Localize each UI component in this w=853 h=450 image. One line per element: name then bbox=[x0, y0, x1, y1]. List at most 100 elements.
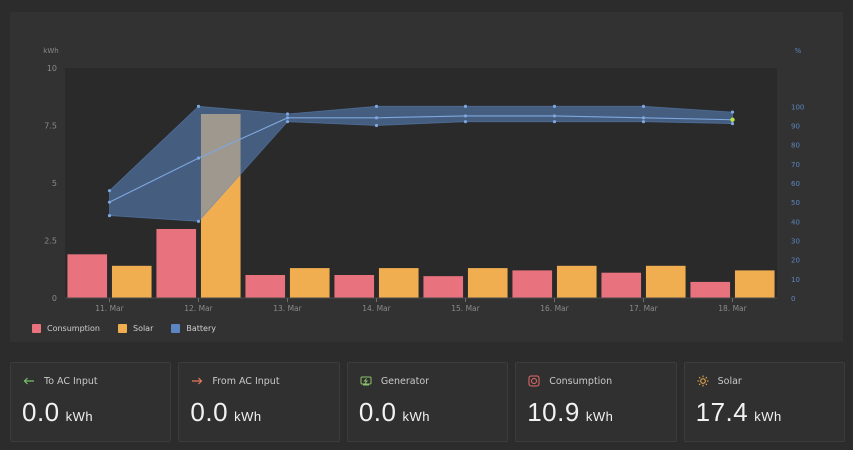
card-header: To AC Input bbox=[22, 375, 98, 387]
y-tick-label-right: 20 bbox=[791, 257, 800, 265]
card-unit: kWh bbox=[402, 409, 430, 424]
y-tick-label-right: 100 bbox=[791, 103, 804, 111]
battery-point-min bbox=[374, 123, 379, 128]
battery-average-line bbox=[109, 115, 733, 203]
x-tick-label: 13. Mar bbox=[273, 304, 302, 313]
battery-point-min bbox=[552, 120, 557, 124]
card-header: Generator bbox=[359, 375, 429, 387]
y-tick-label-left: 7.5 bbox=[44, 122, 57, 131]
y-tick-label-right: 70 bbox=[791, 161, 800, 169]
battery-point-min bbox=[196, 219, 201, 223]
bar-consumption-6 bbox=[601, 272, 642, 298]
card-value: 17.4 kWh bbox=[695, 397, 782, 427]
battery-point-avg bbox=[552, 114, 557, 118]
card-unit: kWh bbox=[585, 409, 614, 424]
x-tick-label: 14. Mar bbox=[362, 304, 391, 313]
legend-label-battery: Battery bbox=[186, 324, 216, 333]
chart-legend: Consumption Solar Battery bbox=[32, 324, 216, 333]
card-label: Generator bbox=[380, 375, 430, 387]
battery-point-avg bbox=[463, 114, 468, 118]
battery-point-max bbox=[107, 189, 112, 193]
legend-swatch-battery bbox=[171, 324, 181, 333]
y-axis-label-right: % bbox=[795, 47, 802, 55]
card-from-ac-input[interactable]: From AC Input 0.0 kWh bbox=[178, 362, 340, 442]
battery-point-max bbox=[463, 104, 468, 108]
bar-consumption-0 bbox=[67, 254, 108, 298]
card-value: 0.0 kWh bbox=[190, 397, 262, 427]
battery-point-max bbox=[641, 104, 646, 108]
card-label: From AC Input bbox=[212, 375, 280, 387]
battery-point-max bbox=[196, 104, 201, 108]
battery-point-max bbox=[285, 112, 290, 116]
card-to-ac-input[interactable]: To AC Input 0.0 kWh bbox=[10, 362, 172, 442]
bar-solar-6 bbox=[645, 265, 686, 298]
y-tick-label-left: 0 bbox=[52, 294, 57, 303]
card-header: Consumption bbox=[527, 375, 612, 387]
battery-current-point bbox=[730, 117, 735, 122]
x-tick-label: 16. Mar bbox=[540, 304, 569, 313]
battery-point-min bbox=[285, 120, 290, 124]
bar-consumption-5 bbox=[512, 270, 553, 298]
battery-point-avg bbox=[285, 116, 290, 120]
y-tick-label-right: 40 bbox=[791, 218, 800, 226]
card-unit: kWh bbox=[754, 409, 782, 424]
generator-icon bbox=[359, 375, 373, 387]
y-tick-label-left: 10 bbox=[47, 64, 57, 73]
bar-solar-5 bbox=[556, 265, 597, 298]
x-tick-label: 17. Mar bbox=[629, 304, 658, 313]
bar-consumption-2 bbox=[245, 275, 286, 298]
battery-point-avg bbox=[641, 116, 646, 120]
battery-point-avg bbox=[107, 200, 112, 204]
bar-solar-4 bbox=[467, 268, 508, 298]
bar-consumption-4 bbox=[423, 276, 464, 298]
battery-point-max bbox=[730, 110, 735, 114]
arrow-right-icon bbox=[190, 375, 204, 387]
card-header: Solar bbox=[696, 375, 742, 387]
chart-panel: kWh 0 2.5 5 7.5 10% 0 10 20 30 40 50 60 70 80 90 100 11. … bbox=[10, 12, 843, 342]
legend-item-solar[interactable]: Solar bbox=[117, 324, 154, 333]
bar-solar-3 bbox=[378, 268, 419, 298]
legend-swatch-consumption bbox=[32, 324, 41, 333]
y-tick-label-left: 2.5 bbox=[44, 237, 57, 246]
y-tick-label-right: 90 bbox=[791, 123, 800, 131]
energy-chart: kWh 0 2.5 5 7.5 10% 0 10 20 30 40 50 60 70 80 90 100 11. … bbox=[43, 47, 804, 313]
y-tick-label-right: 10 bbox=[791, 276, 800, 284]
x-tick-label: 18. Mar bbox=[718, 304, 747, 313]
card-value: 0.0 kWh bbox=[22, 397, 94, 427]
y-axis-label-left: kWh bbox=[43, 47, 58, 55]
legend-label-solar: Solar bbox=[132, 324, 154, 333]
arrow-left-icon bbox=[22, 375, 36, 387]
y-tick-label-left: 5 bbox=[52, 179, 57, 188]
y-tick-label-right: 30 bbox=[791, 238, 800, 246]
card-label: To AC Input bbox=[44, 375, 98, 387]
legend-label-consumption: Consumption bbox=[47, 324, 100, 333]
battery-point-max bbox=[552, 104, 557, 108]
sun-icon bbox=[696, 375, 710, 387]
summary-cards: To AC Input 0.0 kWh From AC Input 0.0 kWh … bbox=[10, 362, 846, 442]
y-tick-label-right: 80 bbox=[791, 142, 800, 150]
y-tick-label-right: 50 bbox=[791, 199, 800, 207]
card-generator[interactable]: Generator 0.0 kWh bbox=[346, 362, 509, 442]
legend-item-consumption[interactable]: Consumption bbox=[32, 324, 100, 333]
card-label: Consumption bbox=[549, 375, 613, 387]
card-unit: kWh bbox=[65, 409, 94, 424]
card-value: 0.0 kWh bbox=[358, 397, 430, 427]
card-label: Solar bbox=[717, 375, 742, 387]
card-header: From AC Input bbox=[190, 375, 280, 387]
battery-point-avg bbox=[196, 156, 201, 160]
x-tick-label: 12. Mar bbox=[184, 304, 213, 313]
x-tick-label: 15. Mar bbox=[451, 304, 480, 313]
battery-point-min bbox=[463, 120, 468, 124]
card-consumption[interactable]: Consumption 10.9 kWh bbox=[515, 362, 677, 442]
battery-point-avg bbox=[374, 116, 379, 120]
bar-solar-0 bbox=[111, 265, 152, 298]
battery-point-min bbox=[641, 120, 646, 124]
card-value: 10.9 kWh bbox=[527, 397, 614, 427]
legend-item-battery[interactable]: Battery bbox=[171, 324, 216, 333]
battery-point-min bbox=[107, 213, 112, 218]
x-tick-label: 11. Mar bbox=[95, 304, 124, 313]
y-tick-label-right: 0 bbox=[791, 295, 795, 303]
legend-swatch-solar bbox=[117, 324, 127, 333]
card-solar[interactable]: Solar 17.4 kWh bbox=[683, 362, 846, 442]
bar-consumption-3 bbox=[334, 275, 375, 298]
